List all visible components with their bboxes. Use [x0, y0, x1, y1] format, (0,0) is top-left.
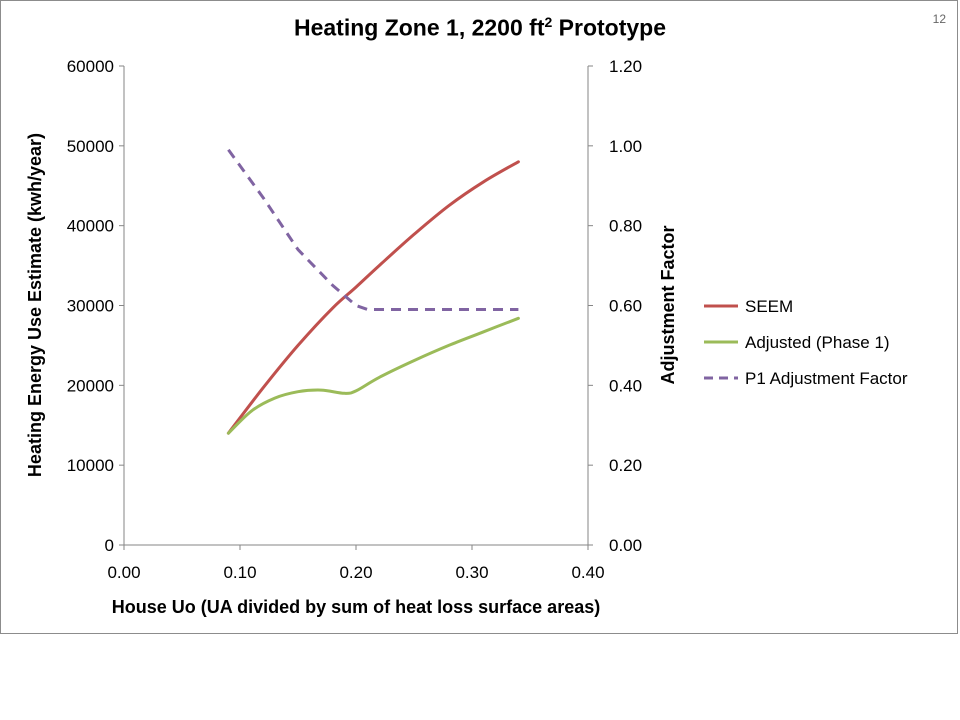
y2-tick-label: 1.20 [609, 57, 642, 76]
y-tick-label: 0 [105, 536, 114, 555]
series-layer [226, 148, 520, 435]
y-tick-label: 60000 [67, 57, 114, 76]
legend-label-p1-adjustment-factor: P1 Adjustment Factor [745, 369, 908, 388]
slide-frame [0, 0, 958, 634]
y-axis-title: Heating Energy Use Estimate (kwh/year) [25, 133, 45, 477]
y2-tick-label: 0.40 [609, 376, 642, 395]
x-tick-label: 0.40 [571, 563, 604, 582]
y2-tick-label: 0.80 [609, 217, 642, 236]
line-chart: 0.00 0.10 0.20 0.30 0.40 0 10000 20000 30000 4000… [25, 57, 908, 617]
x-tick-label: 0.30 [455, 563, 488, 582]
y2-tick-label: 0.20 [609, 456, 642, 475]
y2-axis-title: Adjustment Factor [658, 225, 678, 384]
y-tick-label: 40000 [67, 217, 114, 236]
legend-label-adjusted-phase-1: Adjusted (Phase 1) [745, 333, 890, 352]
plot-area [123, 66, 589, 546]
x-axis-title: House Uo (UA divided by sum of heat loss… [112, 597, 600, 617]
y-tick-label: 10000 [67, 456, 114, 475]
legend: SEEM Adjusted (Phase 1) P1 Adjustment Fact… [704, 297, 908, 388]
axis-ticks: 0.00 0.10 0.20 0.30 0.40 0 10000 20000 30000 4000… [67, 57, 642, 582]
legend-label-seem: SEEM [745, 297, 793, 316]
x-tick-label: 0.20 [339, 563, 372, 582]
y2-tick-label: 0.60 [609, 297, 642, 316]
series-line-adjusted-phase-1 [226, 316, 520, 435]
chart-title: Heating Zone 1, 2200 ft2 Prototype [280, 14, 680, 42]
chart-title-suffix: Prototype [552, 14, 667, 41]
page-number: 12 [932, 12, 946, 26]
chart-title-superscript: 2 [544, 14, 553, 30]
y-tick-label: 30000 [67, 297, 114, 316]
y2-tick-label: 0.00 [609, 536, 642, 555]
y-tick-label: 20000 [67, 376, 114, 395]
chart-title-main: Heating Zone 1, 2200 ft [293, 14, 545, 41]
x-tick-label: 0.00 [107, 563, 140, 582]
series-line-seem [226, 160, 520, 435]
series-line-p1-adjustment-factor [227, 148, 519, 311]
y-tick-label: 50000 [67, 137, 114, 156]
y2-tick-label: 1.00 [609, 137, 642, 156]
x-tick-label: 0.10 [223, 563, 256, 582]
